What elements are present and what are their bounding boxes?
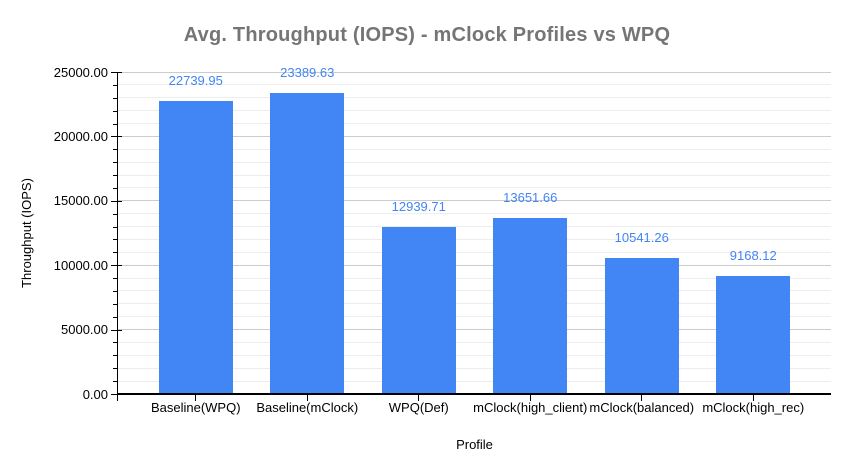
x-axis-tick bbox=[306, 395, 308, 401]
gridline-major bbox=[118, 200, 831, 202]
y-axis-minor-tick bbox=[113, 368, 118, 370]
gridline-minor bbox=[118, 226, 831, 228]
y-axis-minor-tick bbox=[113, 123, 118, 125]
y-axis-major-tick bbox=[111, 200, 122, 202]
bar-slot: 12939.71 bbox=[363, 72, 475, 394]
bar-slot: 13651.66 bbox=[475, 72, 587, 394]
gridline-minor bbox=[118, 148, 831, 150]
x-axis-tick bbox=[752, 395, 754, 401]
gridline-minor bbox=[118, 380, 831, 382]
gridline-minor bbox=[118, 97, 831, 99]
y-axis-minor-tick bbox=[113, 342, 118, 344]
bar bbox=[604, 258, 679, 394]
bar-value-label: 22739.95 bbox=[168, 73, 223, 89]
bar bbox=[270, 92, 345, 394]
y-axis-minor-tick bbox=[113, 316, 118, 318]
bar-value-label: 13651.66 bbox=[503, 190, 558, 206]
y-tick-label: 10000.00 bbox=[53, 257, 108, 273]
y-axis-line bbox=[116, 72, 118, 401]
plot-area: 22739.95 23389.63 12939.71 13651.66 10541.26… bbox=[118, 65, 831, 394]
bar-slot: 10541.26 bbox=[586, 72, 698, 394]
gridline-minor bbox=[118, 251, 831, 253]
gridline-minor bbox=[118, 277, 831, 279]
y-axis-minor-tick bbox=[113, 175, 118, 177]
x-category-label: Baseline(WPQ) bbox=[150, 400, 241, 415]
y-axis-minor-tick bbox=[113, 187, 118, 189]
bar bbox=[716, 275, 791, 394]
bar bbox=[158, 101, 233, 394]
bar-slot: 23389.63 bbox=[252, 65, 364, 394]
y-axis-minor-tick bbox=[113, 84, 118, 86]
bars-layer: 22739.95 23389.63 12939.71 13651.66 10541.26… bbox=[140, 65, 810, 394]
gridline-minor bbox=[118, 110, 831, 112]
x-axis-title: Profile bbox=[456, 437, 493, 452]
y-axis-minor-tick bbox=[113, 239, 118, 241]
x-axis-tick bbox=[641, 395, 643, 401]
gridline-minor bbox=[118, 367, 831, 369]
bar bbox=[381, 227, 456, 394]
gridline-minor bbox=[118, 123, 831, 125]
y-tick-label: 20000.00 bbox=[53, 128, 108, 144]
y-axis-minor-tick bbox=[113, 381, 118, 383]
chart-title: Avg. Throughput (IOPS) - mClock Profiles… bbox=[183, 24, 671, 46]
bar bbox=[493, 218, 568, 394]
y-axis-minor-tick bbox=[113, 149, 118, 151]
y-axis-minor-tick bbox=[113, 290, 118, 292]
gridline-minor bbox=[118, 187, 831, 189]
bar-value-label: 10541.26 bbox=[614, 230, 669, 246]
x-axis-tick bbox=[195, 395, 197, 401]
gridline-minor bbox=[118, 84, 831, 86]
y-axis-major-tick bbox=[111, 394, 122, 395]
y-axis-minor-tick bbox=[113, 278, 118, 280]
y-axis-minor-tick bbox=[113, 213, 118, 215]
y-axis-minor-tick bbox=[113, 226, 118, 228]
y-axis-minor-tick bbox=[113, 355, 118, 357]
bar-slot: 9168.12 bbox=[698, 72, 810, 394]
y-axis-major-tick bbox=[111, 329, 122, 331]
gridline-minor bbox=[118, 161, 831, 163]
x-axis-line bbox=[118, 393, 831, 395]
x-axis-tick bbox=[418, 395, 420, 401]
gridline-minor bbox=[118, 341, 831, 343]
x-axis-tick bbox=[529, 395, 531, 401]
bar-value-label: 9168.12 bbox=[729, 247, 777, 263]
gridline-major bbox=[118, 329, 831, 331]
y-axis-minor-tick bbox=[113, 110, 118, 112]
x-category-label: mClock(high_client) bbox=[473, 400, 588, 415]
x-category-label: Baseline(mClock) bbox=[256, 400, 359, 415]
x-category-label: mClock(high_rec) bbox=[702, 400, 805, 415]
y-tick-label: 15000.00 bbox=[53, 193, 108, 209]
y-axis-minor-tick bbox=[113, 162, 118, 164]
gridline-minor bbox=[118, 290, 831, 292]
y-axis-major-tick bbox=[111, 265, 122, 267]
bar-value-label: 23389.63 bbox=[280, 64, 335, 80]
x-category-label: mClock(balanced) bbox=[589, 400, 695, 415]
bar-value-label: 12939.71 bbox=[391, 199, 446, 215]
gridline-minor bbox=[118, 316, 831, 318]
gridline-minor bbox=[118, 174, 831, 176]
gridline-major bbox=[118, 72, 831, 73]
y-axis-minor-tick bbox=[113, 252, 118, 254]
y-tick-label: 25000.00 bbox=[53, 64, 108, 80]
gridline-major bbox=[118, 135, 831, 137]
gridline-minor bbox=[118, 238, 831, 240]
bar-slot: 22739.95 bbox=[140, 72, 252, 394]
y-axis-minor-tick bbox=[113, 303, 118, 305]
y-axis-major-tick bbox=[111, 72, 122, 73]
gridline-minor bbox=[118, 303, 831, 305]
gridline-minor bbox=[118, 354, 831, 356]
y-axis-major-tick bbox=[111, 136, 122, 138]
y-tick-label: 5000.00 bbox=[61, 322, 108, 338]
y-tick-label: 0.00 bbox=[82, 386, 108, 402]
gridline-minor bbox=[118, 213, 831, 215]
gridline-major bbox=[118, 264, 831, 266]
x-category-label: WPQ(Def) bbox=[388, 400, 449, 415]
y-axis-title: Throughput (IOPS) bbox=[19, 178, 34, 288]
y-axis-minor-tick bbox=[113, 97, 118, 99]
